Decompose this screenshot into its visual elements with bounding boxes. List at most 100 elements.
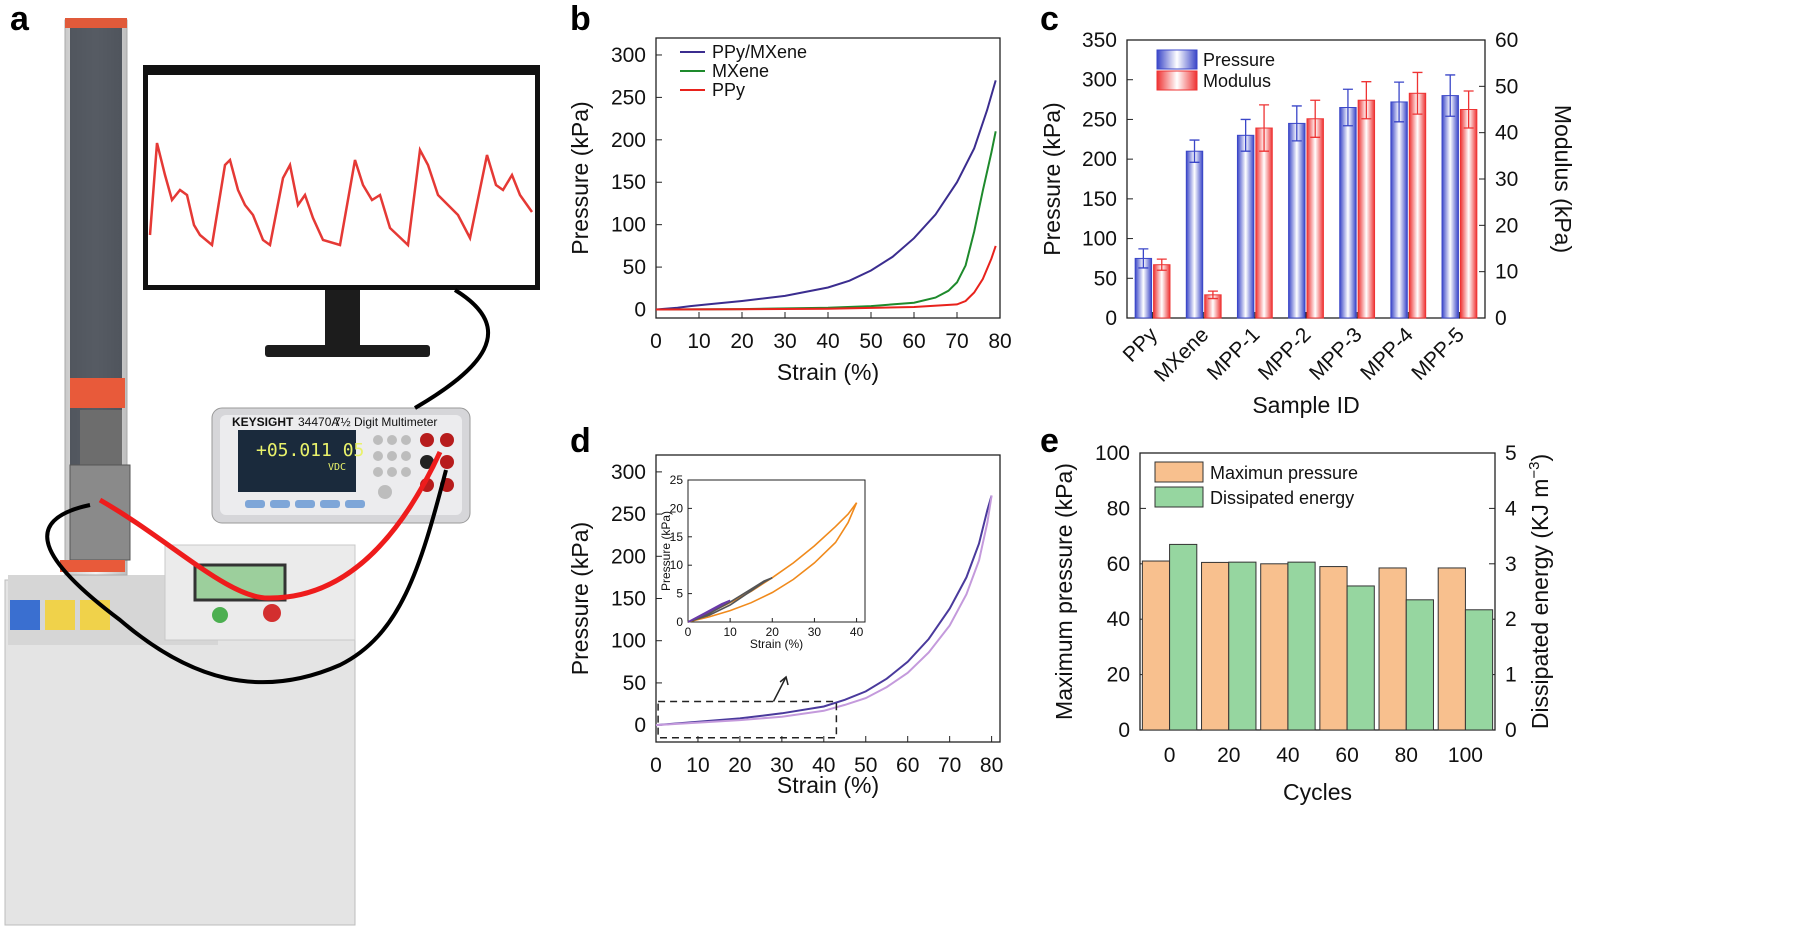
bar-pressure	[1441, 95, 1459, 319]
inset-x-tick-label: 10	[723, 625, 737, 639]
x-tick-label: MPP-5	[1407, 323, 1469, 385]
bar-pressure	[1236, 134, 1255, 319]
stop-button	[263, 604, 281, 622]
chart-b-xlabel: Strain (%)	[777, 359, 879, 385]
x-tick-label: 80	[980, 754, 1003, 777]
inset-series-line	[687, 599, 731, 623]
x-tick-label: 60	[896, 754, 919, 777]
x-tick-label: 20	[728, 754, 751, 777]
legend-label-ppy-mxene: PPy/MXene	[712, 42, 807, 62]
bar-max-pressure	[1437, 567, 1466, 731]
error-bar-modulus	[1207, 290, 1218, 300]
x-tick-label: 40	[812, 754, 835, 777]
warning-label	[45, 600, 75, 630]
x-tick-label: 70	[938, 754, 961, 777]
chart-b-legend: PPy/MXene MXene PPy	[680, 42, 807, 100]
error-bar-pressure	[1291, 105, 1302, 142]
y2-tick-label: 1	[1505, 664, 1517, 687]
chart-c-y2label: Modulus (kPa)	[1550, 105, 1576, 253]
panel-letter-d: d	[570, 422, 591, 460]
bar-pressure	[1339, 107, 1357, 319]
chart-c-ylabel: Pressure (kPa)	[1039, 102, 1065, 255]
series-line-ppy-mxene	[655, 80, 997, 311]
error-bar-modulus	[1463, 90, 1474, 129]
inset-y-tick-label: 15	[670, 530, 684, 544]
warning-label	[80, 600, 110, 630]
chart-e-y2label-end: )	[1527, 454, 1553, 462]
y-tick-label: 300	[1082, 69, 1117, 92]
error-bar-modulus	[1412, 71, 1423, 115]
x-tick-label: 50	[859, 330, 882, 353]
usb-cable	[413, 288, 490, 410]
legend-label-dissipated-energy: Dissipated energy	[1210, 488, 1354, 508]
red-cable	[98, 450, 443, 601]
legend-swatch-max-pressure	[1154, 461, 1204, 483]
bar-modulus	[1306, 118, 1324, 319]
monitor-stand	[325, 290, 360, 345]
x-tick-label: MPP-4	[1356, 323, 1418, 385]
chart-e-y2label-sup: −3	[1526, 462, 1543, 479]
panel-letter-c: c	[1040, 0, 1059, 38]
chart-d-xlabel: Strain (%)	[777, 772, 879, 798]
y-tick-label: 150	[611, 171, 646, 194]
bar-dissipated-energy	[1228, 561, 1257, 731]
error-bar-modulus	[1156, 258, 1167, 271]
x-tick-label: 80	[1395, 744, 1418, 767]
crosshead	[70, 378, 125, 408]
chart-b-frame	[655, 37, 1001, 319]
error-bar-pressure	[1394, 81, 1405, 123]
error-bar-pressure	[1189, 139, 1200, 163]
legend-label-modulus: Modulus	[1203, 71, 1271, 91]
y-tick-label: 300	[611, 44, 646, 67]
bar-modulus	[1357, 99, 1376, 319]
chart-e-y2label: Dissipated energy (KJ m−3)	[1526, 454, 1553, 729]
y2-tick-label: 50	[1495, 75, 1518, 98]
y2-tick-label: 5	[1505, 442, 1517, 465]
y-tick-label: 0	[634, 714, 646, 737]
y-tick-label: 50	[623, 672, 646, 695]
inset-series-line	[687, 502, 858, 623]
y2-tick-label: 10	[1495, 261, 1518, 284]
x-tick-label: 70	[945, 330, 968, 353]
bar-max-pressure	[1201, 561, 1230, 731]
y2-tick-label: 3	[1505, 553, 1517, 576]
series-line-ppy	[655, 245, 997, 311]
y-tick-label: 200	[611, 545, 646, 568]
y-tick-label: 300	[611, 461, 646, 484]
chart-d-inset-xlabel: Strain (%)	[750, 637, 803, 651]
x-tick-label: MPP-1	[1203, 323, 1265, 385]
y2-tick-label: 0	[1495, 307, 1507, 330]
chart-c-legend: Pressure Modulus	[1156, 49, 1275, 91]
x-tick-label: 50	[854, 754, 877, 777]
y-tick-label: 100	[1095, 442, 1130, 465]
series-line-unloading	[655, 495, 993, 727]
panel-letter-b: b	[570, 0, 591, 38]
legend-label-mxene: MXene	[712, 61, 769, 81]
chart-d-inset: 0 10 20 30 40 0 5 10 15 20 25	[670, 473, 866, 639]
zoom-arrowhead	[779, 675, 789, 686]
x-tick-label: 0	[650, 754, 662, 777]
inset-y-tick-label: 5	[676, 587, 683, 601]
y-tick-label: 250	[1082, 108, 1117, 131]
error-bar-modulus	[1259, 104, 1270, 152]
x-tick-label: 10	[687, 330, 710, 353]
legend-swatch-pressure	[1156, 49, 1198, 70]
panel-b: b 0 10 20 30 40 50 60 70 80 0 50 100 150 200 250 300 St…	[567, 0, 1012, 385]
x-tick-label: MPP-2	[1254, 323, 1316, 385]
error-bar-modulus	[1310, 99, 1321, 138]
y-tick-label: 100	[611, 630, 646, 653]
chart-e-legend: Maximun pressure Dissipated energy	[1154, 461, 1358, 508]
y-tick-label: 250	[611, 503, 646, 526]
error-bar-modulus	[1361, 81, 1372, 120]
monitor-signal	[148, 142, 534, 248]
y2-tick-label: 4	[1505, 497, 1517, 520]
y-tick-label: 0	[1118, 719, 1130, 742]
y2-tick-label: 20	[1495, 214, 1518, 237]
panel-a: a KEYSIGHT 34470A 7½ Digit Multimeter +	[4, 0, 540, 926]
multimeter-softkeys	[245, 500, 365, 508]
y-tick-label: 150	[1082, 188, 1117, 211]
chart-c-plot: 0 50 100 150 200 250 300 350 0 10 20 30 40 50 60 PPyMXe…	[1082, 29, 1518, 387]
x-tick-label: PPy	[1119, 323, 1163, 367]
